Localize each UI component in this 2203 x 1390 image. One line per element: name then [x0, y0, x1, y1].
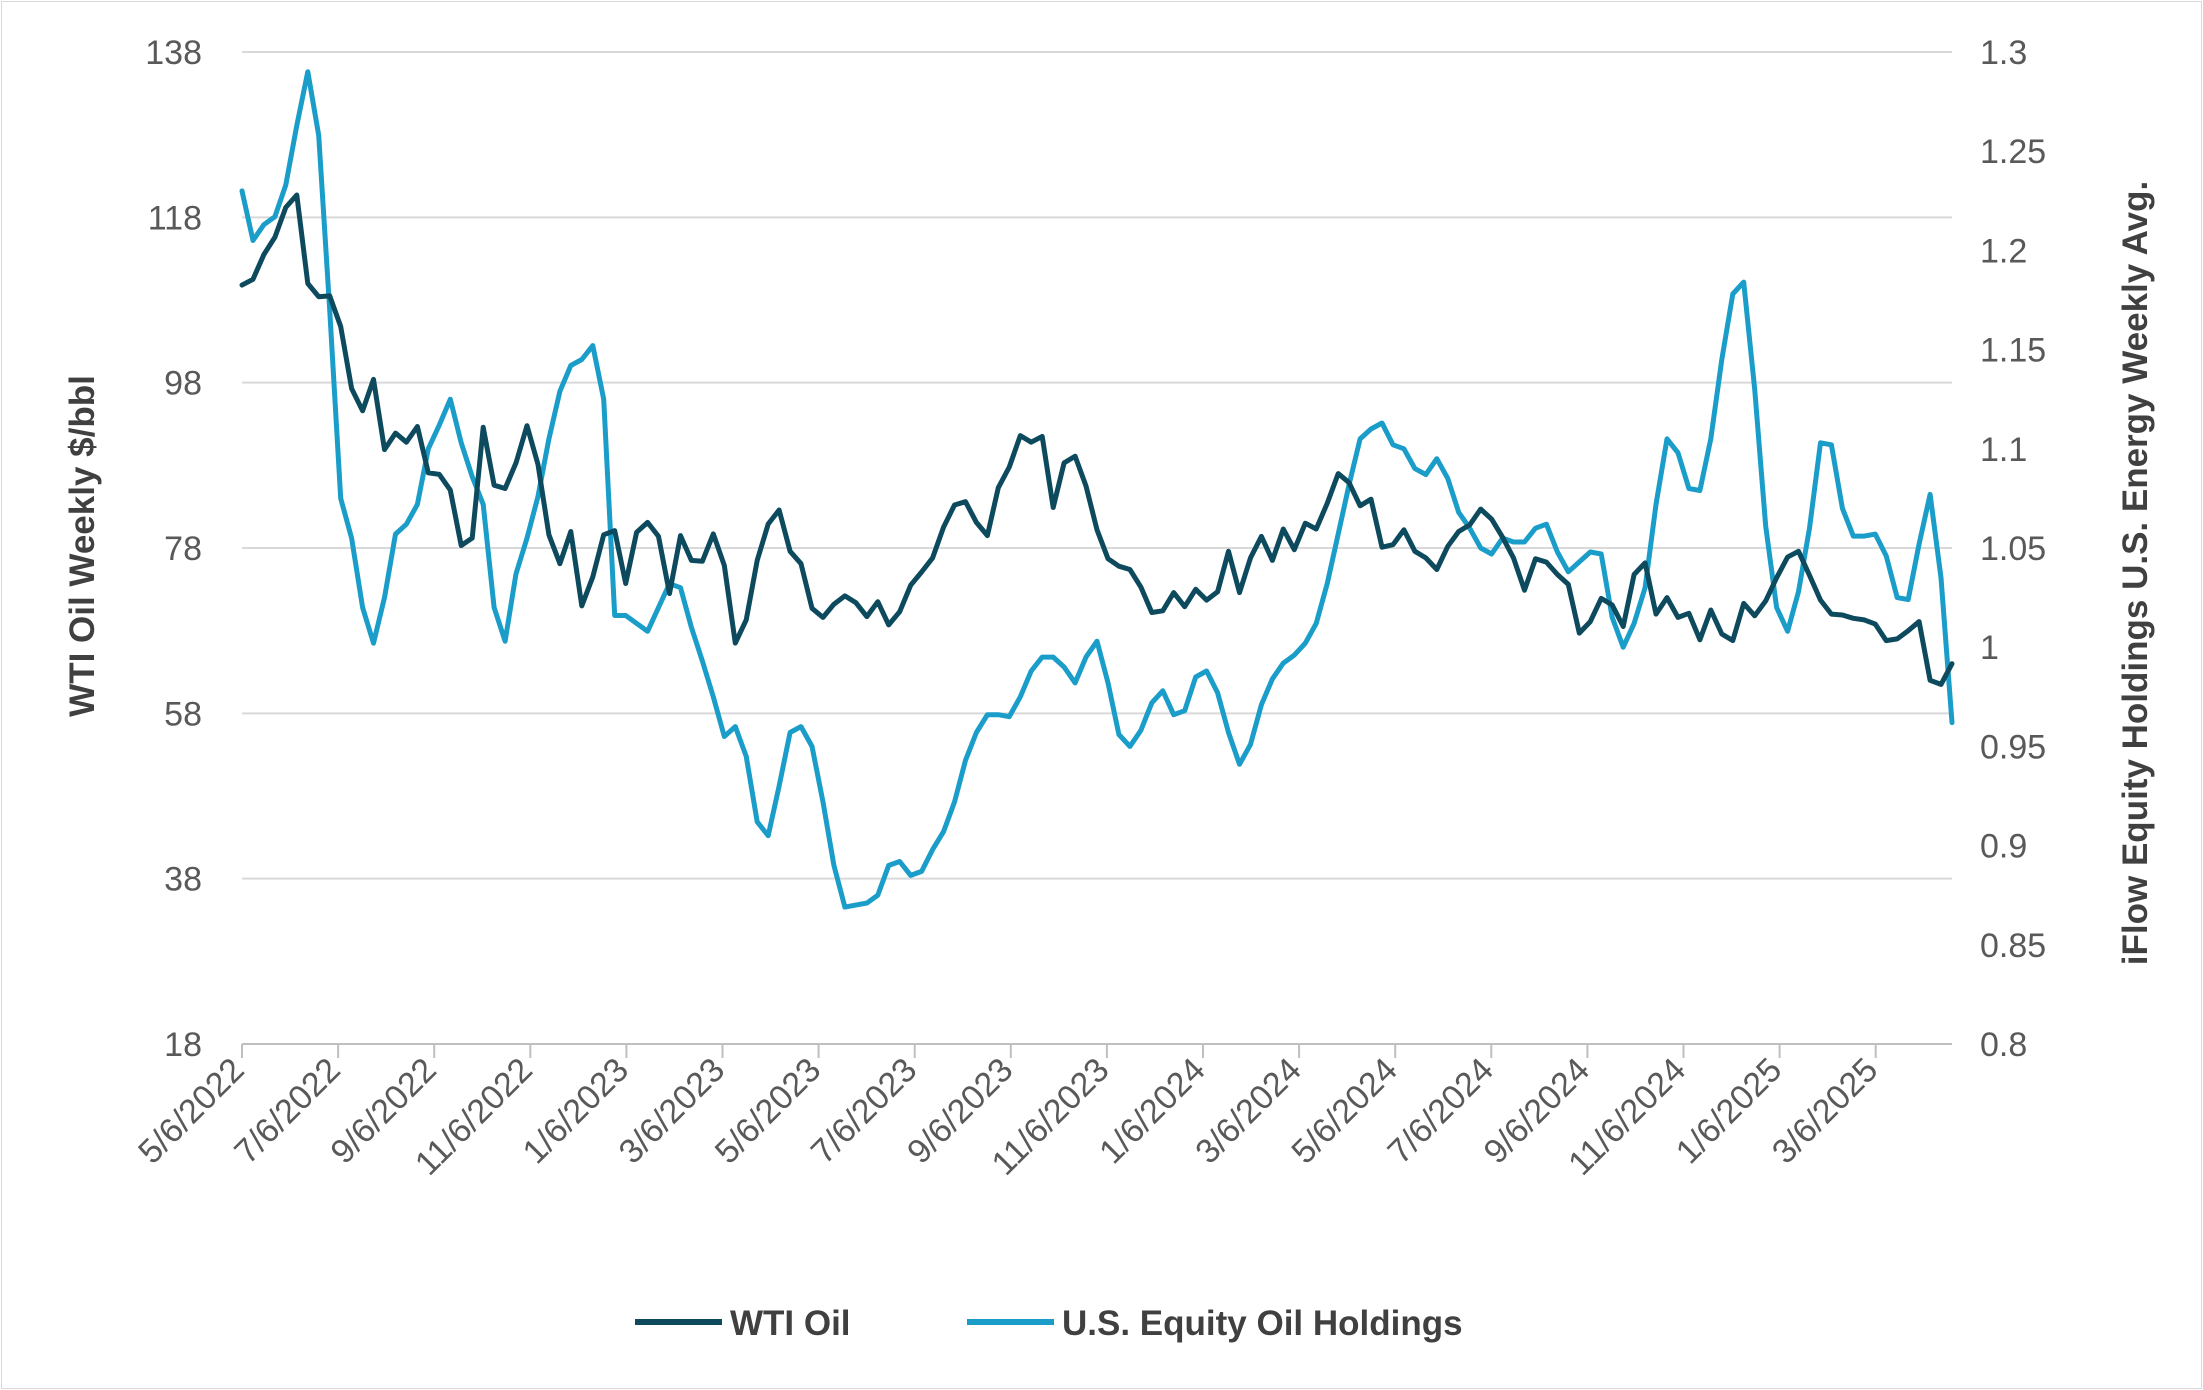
legend-label-wti: WTI Oil — [730, 1304, 851, 1343]
right-y-tick-label: 1 — [1980, 629, 1999, 667]
x-tick-label: 5/6/2022 — [131, 1051, 251, 1171]
x-axis: 5/6/20227/6/20229/6/202211/6/20221/6/202… — [131, 1043, 1952, 1183]
right-y-tick-label: 0.95 — [1980, 728, 2046, 766]
x-tick-label: 7/6/2022 — [227, 1051, 347, 1171]
right-y-tick-label: 1.2 — [1980, 232, 2027, 270]
x-tick-label: 3/6/2025 — [1765, 1051, 1885, 1171]
x-tick-label: 5/6/2023 — [708, 1051, 828, 1171]
right-y-tick-label: 0.8 — [1980, 1026, 2027, 1064]
equity-oil-holdings-line — [239, 69, 1955, 910]
left-y-tick-label: 138 — [145, 34, 202, 72]
right-y-tick-label: 1.3 — [1980, 34, 2027, 72]
left-y-tick-label: 18 — [164, 1026, 202, 1064]
right-y-axis-title: iFlow Equity Holdings U.S. Energy Weekly… — [2116, 181, 2155, 965]
x-tick-label: 5/6/2024 — [1284, 1051, 1404, 1171]
left-y-tick-label: 38 — [164, 861, 202, 899]
left-y-axis-ticks: 18 38 58 78 98 118 138 — [145, 34, 202, 1064]
left-y-tick-label: 118 — [148, 199, 202, 237]
gridlines — [242, 51, 1952, 880]
right-y-axis-ticks: 0.8 0.85 0.9 0.95 1 1.05 1.1 1.15 1.2 1.25 1.3 — [1980, 34, 2046, 1064]
left-y-axis-title: WTI Oil Weekly $/bbl — [63, 375, 102, 717]
x-tick-label: 7/6/2023 — [804, 1051, 924, 1171]
left-y-tick-label: 98 — [164, 365, 202, 403]
x-tick-label: 3/6/2023 — [612, 1051, 732, 1171]
x-tick-label: 1/6/2024 — [1092, 1051, 1212, 1171]
x-tick-label: 7/6/2024 — [1380, 1051, 1500, 1171]
left-y-tick-label: 78 — [164, 530, 202, 568]
right-y-tick-label: 1.15 — [1980, 332, 2046, 370]
right-y-tick-label: 1.25 — [1980, 133, 2046, 171]
left-y-tick-label: 58 — [164, 695, 202, 733]
wti-oil-line — [239, 192, 1955, 687]
x-tick-label: 1/6/2023 — [516, 1051, 636, 1171]
right-y-tick-label: 1.1 — [1980, 431, 2027, 469]
series-lines — [239, 69, 1955, 910]
legend-label-equity: U.S. Equity Oil Holdings — [1062, 1304, 1463, 1343]
x-tick-label: 3/6/2024 — [1188, 1051, 1308, 1171]
right-y-tick-label: 0.85 — [1980, 927, 2046, 965]
right-y-tick-label: 0.9 — [1980, 828, 2027, 866]
legend: WTI Oil U.S. Equity Oil Holdings — [635, 1304, 1463, 1343]
x-tick-label: 1/6/2025 — [1669, 1051, 1789, 1171]
right-y-tick-label: 1.05 — [1980, 530, 2046, 568]
